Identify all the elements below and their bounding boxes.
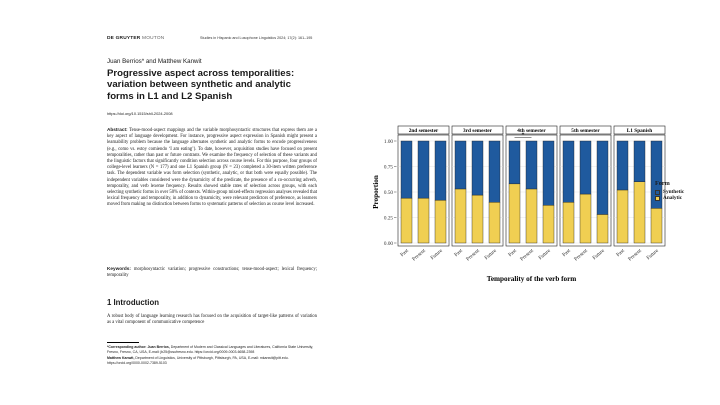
keywords: Keywords: morphosyntactic variation; pro… [107, 266, 317, 279]
x-tick-label: Present [519, 248, 535, 263]
bar-synthetic [434, 140, 447, 201]
bar-analytic [616, 189, 629, 244]
publisher-logo: DE GRUYTER MOUTON [107, 36, 164, 41]
footnotes: *Corresponding author: Juan Berrios, Dep… [107, 345, 317, 367]
publisher-name: DE GRUYTER [107, 36, 141, 41]
y-tick-label: 0.50 [384, 190, 393, 196]
keywords-label: Keywords: [107, 266, 131, 271]
bar-synthetic [525, 140, 538, 190]
facet-label: 5th semester [571, 128, 600, 134]
significance-marker: * [522, 133, 525, 139]
y-tick-label: 1.00 [384, 139, 393, 145]
legend-item-synthetic: Synthetic [655, 189, 684, 195]
bar-synthetic [596, 140, 609, 215]
bar-synthetic [542, 140, 555, 206]
footnote-2-text: Department of Linguistics, University of… [107, 355, 289, 366]
x-tick-label: Future [592, 247, 607, 261]
legend-label-analytic: Analytic [663, 195, 683, 202]
x-tick-label: Past [615, 248, 626, 259]
bar-analytic [434, 199, 447, 244]
bar-synthetic [562, 140, 575, 203]
bar-synthetic [508, 140, 521, 185]
legend-label-synthetic: Synthetic [663, 189, 685, 195]
chart-legend: Form Synthetic Analytic [655, 180, 684, 201]
bar-synthetic [579, 140, 592, 195]
bar-analytic [562, 201, 575, 244]
footnote-coauthor: Matthew Kanwit, Department of Linguistic… [107, 356, 317, 367]
y-tick-label: 0.00 [384, 241, 393, 247]
article-title: Progressive aspect across temporalities:… [107, 68, 295, 102]
section-heading: 1 Introduction [107, 298, 159, 307]
bar-synthetic [633, 140, 646, 182]
facet-label: L1 Spanish [627, 128, 653, 134]
x-tick-label: Present [627, 248, 643, 263]
publisher-imprint: MOUTON [142, 36, 165, 41]
bar-analytic [633, 181, 646, 244]
x-tick-label: Past [507, 248, 518, 259]
article-authors: Juan Berrios* and Matthew Kanwit [107, 58, 202, 65]
facet-label: 3rd semester [463, 128, 493, 134]
bar-analytic [508, 183, 521, 244]
facet-strip [397, 125, 450, 135]
legend-title: Form [655, 180, 670, 187]
bar-analytic [579, 193, 592, 244]
abstract-text: Tense-mood-aspect mappings and the varia… [107, 128, 317, 208]
footnote-1-label: *Corresponding author: Juan Berrios, [107, 345, 170, 349]
legend-swatch-synthetic [655, 189, 660, 195]
footnote-1-text: Department of Modern and Classical Langu… [107, 345, 314, 355]
bar-analytic [417, 197, 430, 244]
x-tick-label: Present [465, 248, 481, 263]
footnote-2-label: Matthew Kanwit, [107, 355, 135, 360]
bar-synthetic [417, 140, 430, 199]
y-tick-label: 0.25 [384, 215, 393, 221]
x-tick-label: Future [646, 247, 661, 261]
bar-synthetic [488, 140, 501, 203]
bar-analytic [650, 208, 663, 244]
bar-synthetic [616, 140, 629, 191]
x-tick-label: Past [399, 248, 410, 259]
facet-strip [505, 125, 558, 135]
y-tick-label: 0.75 [384, 164, 393, 170]
facet-strip [613, 125, 666, 135]
bar-synthetic [471, 140, 484, 196]
facet-strip [559, 125, 612, 135]
x-tick-label: Present [573, 248, 589, 263]
bar-synthetic [454, 140, 467, 190]
bar-synthetic [400, 140, 413, 199]
abstract: Abstract: Tense-mood-aspect mappings and… [107, 127, 317, 209]
doi-link[interactable]: https://doi.org/10.1515/shll-2024-2008 [107, 111, 173, 116]
legend-item-analytic: Analytic [655, 195, 684, 201]
bar-synthetic [650, 140, 663, 209]
facet-label: 4th semester [517, 128, 546, 134]
facet-label: 2nd semester [409, 128, 439, 134]
x-axis-title: Temporality of the verb form [487, 275, 577, 283]
bar-analytic [488, 201, 501, 244]
keywords-text: morphosyntactic variation; progressive c… [107, 267, 318, 279]
x-tick-label: Past [561, 248, 572, 259]
bar-analytic [525, 188, 538, 244]
y-axis-title: Proportion [372, 175, 380, 209]
bar-analytic [400, 197, 413, 244]
x-tick-label: Past [453, 248, 464, 259]
x-tick-label: Future [538, 247, 553, 261]
journal-citation: Studies in Hispanic and Lusophone Lingui… [200, 36, 313, 40]
x-tick-label: Future [430, 247, 445, 261]
intro-paragraph: A robust body of language learning resea… [107, 314, 317, 326]
faceted-stacked-bar-chart: Proportion 0.00 0.25 0.50 0.75 1.00 2nd semest… [372, 125, 666, 283]
legend-swatch-analytic [655, 195, 660, 201]
bar-analytic [596, 214, 609, 244]
bar-analytic [454, 188, 467, 244]
footnote-corresponding-author: *Corresponding author: Juan Berrios, Dep… [107, 345, 317, 356]
abstract-label: Abstract: [107, 127, 128, 132]
figure-panel: Proportion 0.00 0.25 0.50 0.75 1.00 2nd semest… [360, 118, 710, 288]
facet-strip [451, 125, 504, 135]
x-tick-label: Present [411, 248, 427, 263]
bar-analytic [542, 205, 555, 244]
bar-analytic [471, 194, 484, 244]
x-tick-label: Future [484, 247, 499, 261]
footnote-divider [107, 342, 139, 343]
